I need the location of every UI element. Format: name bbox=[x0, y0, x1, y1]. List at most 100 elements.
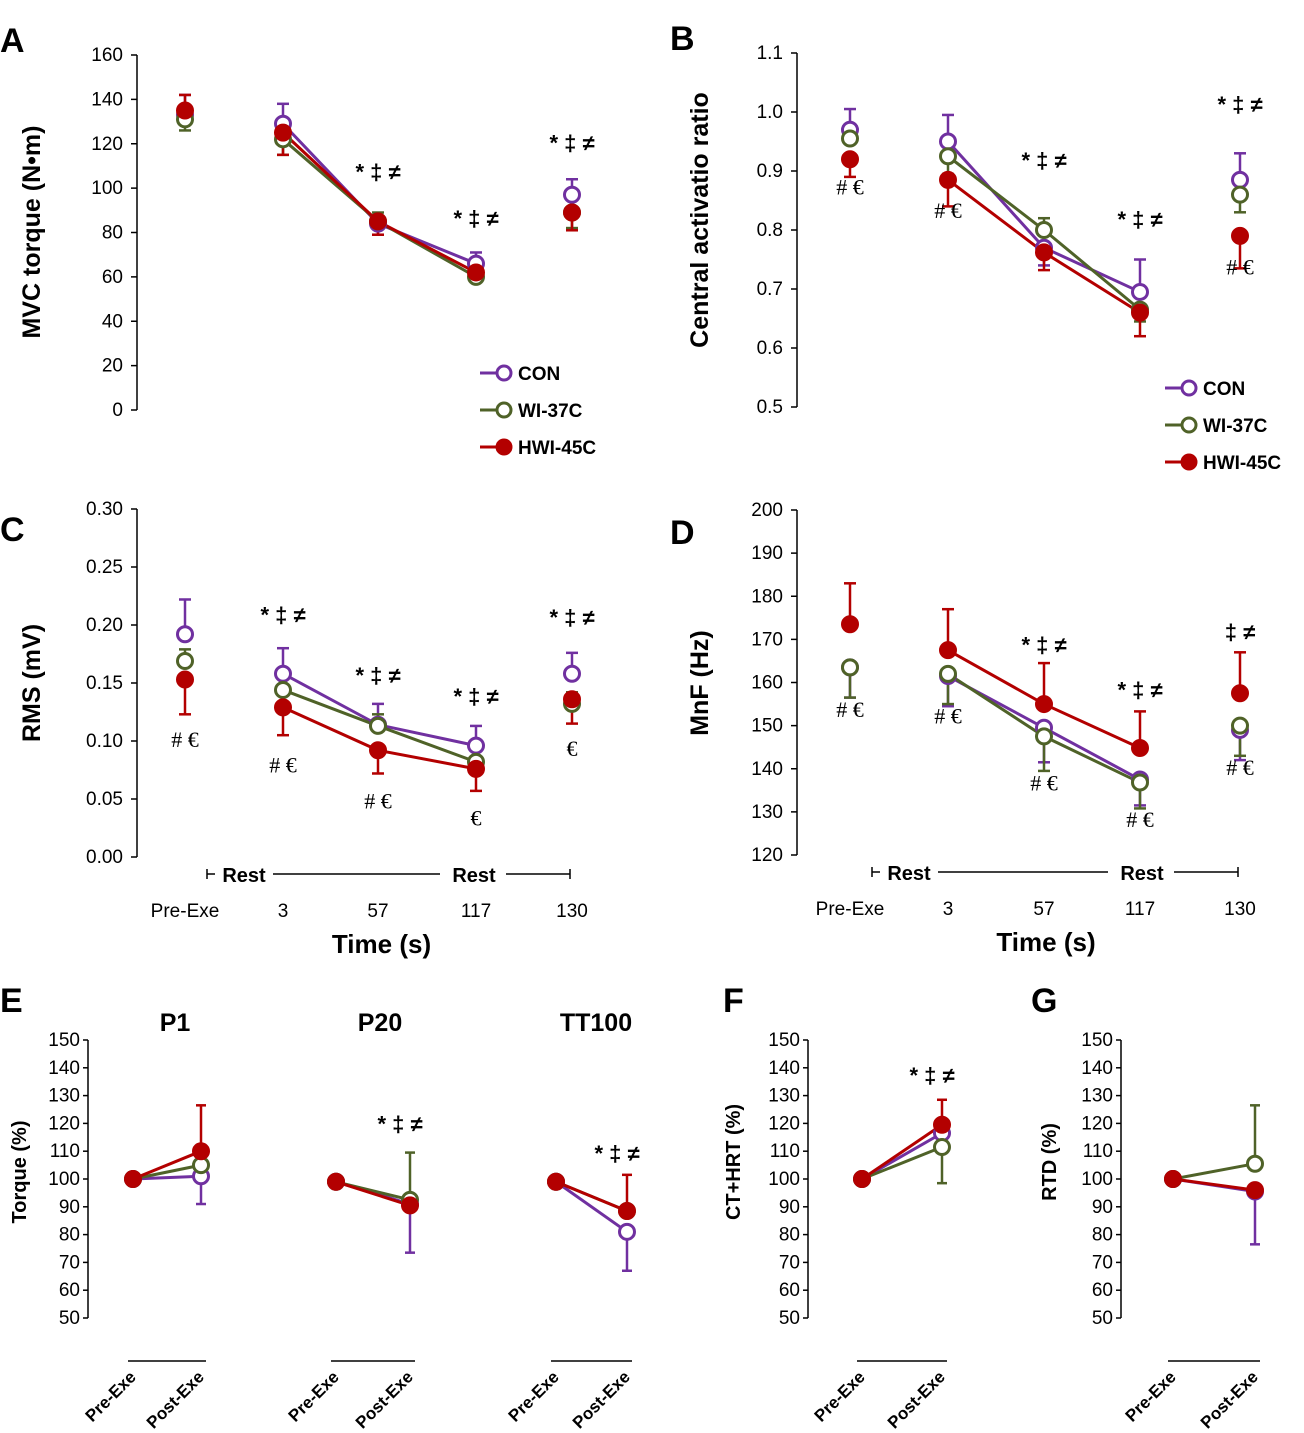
significance-annotation: * ‡ ≠ bbox=[594, 1141, 639, 1166]
legend-label-hwi-45c: HWI-45C bbox=[518, 438, 596, 459]
x-tick-label: Post-Exe bbox=[884, 1367, 949, 1432]
y-axis-title: RMS (mV) bbox=[18, 624, 46, 742]
point-wi-37c bbox=[939, 147, 957, 166]
significance-annotation: * ‡ ≠ bbox=[909, 1063, 954, 1088]
point-hwi-45c bbox=[274, 123, 292, 142]
panel-letter: A bbox=[0, 22, 25, 60]
point-wi-37c bbox=[1035, 221, 1053, 239]
point-wi-37c bbox=[176, 651, 194, 670]
y-tick-label: 120 bbox=[751, 845, 783, 866]
y-tick-label: 60 bbox=[59, 1280, 80, 1301]
x-tick-label: 3 bbox=[943, 899, 954, 920]
y-tick-label: 90 bbox=[779, 1197, 800, 1218]
panel-letter: C bbox=[0, 511, 25, 549]
series-line-con bbox=[555, 1180, 628, 1234]
point-hwi-45c bbox=[369, 741, 387, 760]
x-tick-label: 57 bbox=[367, 901, 388, 922]
legend-label-hwi-45c: HWI-45C bbox=[1203, 453, 1281, 474]
x-tick-label: Pre-Exe bbox=[82, 1367, 140, 1425]
y-tick-label: 140 bbox=[751, 759, 783, 780]
y-tick-label: 150 bbox=[768, 1030, 800, 1051]
y-tick-label: 0.30 bbox=[86, 499, 123, 520]
point-con bbox=[176, 625, 194, 644]
y-tick-label: 140 bbox=[768, 1058, 800, 1079]
x-tick-label: Pre-Exe bbox=[505, 1367, 563, 1425]
significance-annotation: # € bbox=[934, 703, 962, 728]
panel-a: A MVC torque (N•m) 0 20 40 60 80 100 120 140 160 * … bbox=[0, 22, 596, 459]
y-tick-label: 160 bbox=[751, 673, 783, 694]
y-axis-title: Central activatio ratio bbox=[686, 92, 714, 348]
y-tick-label: 130 bbox=[751, 802, 783, 823]
y-tick-label: 100 bbox=[48, 1169, 80, 1190]
point-con bbox=[1231, 170, 1249, 189]
point-hwi-45c bbox=[401, 1196, 419, 1215]
y-tick-label: 130 bbox=[768, 1086, 800, 1107]
significance-annotation: * ‡ ≠ bbox=[1217, 92, 1262, 117]
y-tick-label: 1.0 bbox=[757, 102, 783, 123]
y-tick-label: 150 bbox=[48, 1030, 80, 1051]
subpanel-title: P20 bbox=[358, 1009, 402, 1037]
panel-letter: G bbox=[1031, 982, 1057, 1020]
y-tick-label: 60 bbox=[102, 267, 123, 288]
y-tick-label: 80 bbox=[102, 223, 123, 244]
significance-annotation: # € bbox=[836, 697, 864, 722]
panel-d: D MnF (Hz) 120 130 140 150 160 170 180 190 200 # € #… bbox=[670, 500, 1256, 957]
point-hwi-45c bbox=[369, 212, 387, 231]
point-hwi-45c bbox=[1035, 243, 1053, 262]
significance-annotation: ‡ ≠ bbox=[1225, 619, 1255, 644]
panel-b: B Central activatio ratio 0.5 0.6 0.7 0.8 0.9 1… bbox=[670, 20, 1281, 474]
significance-annotation: # € bbox=[1030, 770, 1058, 795]
point-con bbox=[563, 664, 581, 683]
y-tick-label: 0 bbox=[112, 400, 123, 421]
y-tick-label: 50 bbox=[779, 1308, 800, 1329]
legend: CON WI-37C HWI-45C bbox=[480, 364, 596, 459]
y-tick-label: 180 bbox=[751, 586, 783, 607]
y-tick-label: 110 bbox=[50, 1141, 80, 1162]
point-hwi-45c bbox=[467, 759, 485, 778]
point-wi-37c bbox=[1035, 727, 1053, 746]
point-con bbox=[495, 364, 513, 382]
significance-annotation: * ‡ ≠ bbox=[549, 605, 594, 630]
significance-annotation: # € bbox=[1126, 807, 1154, 832]
y-tick-label: 70 bbox=[1092, 1252, 1113, 1273]
panel-letter: D bbox=[670, 514, 695, 552]
y-tick-label: 110 bbox=[770, 1141, 800, 1162]
y-tick-label: 130 bbox=[1081, 1086, 1113, 1107]
y-axis-title: MVC torque (N•m) bbox=[18, 126, 46, 339]
point-wi-37c bbox=[1180, 416, 1198, 434]
point-hwi-45c bbox=[124, 1170, 142, 1188]
y-tick-label: 120 bbox=[91, 134, 123, 155]
x-tick-label: 130 bbox=[556, 901, 588, 922]
x-tick-label: 57 bbox=[1033, 899, 1054, 920]
legend-label-con: CON bbox=[1203, 379, 1245, 400]
point-con bbox=[563, 185, 581, 204]
significance-annotation: * ‡ ≠ bbox=[260, 603, 305, 628]
point-wi-37c bbox=[1231, 185, 1249, 204]
y-axis-title: MnF (Hz) bbox=[686, 630, 714, 736]
x-tick-label: 117 bbox=[1125, 899, 1155, 920]
point-con bbox=[939, 132, 957, 151]
point-wi-37c bbox=[1231, 716, 1249, 735]
y-tick-label: 140 bbox=[91, 89, 123, 110]
significance-annotation: # € bbox=[1226, 755, 1254, 780]
point-hwi-45c bbox=[1131, 739, 1149, 758]
point-hwi-45c bbox=[1246, 1181, 1264, 1200]
y-tick-label: 0.15 bbox=[86, 673, 123, 694]
y-tick-label: 90 bbox=[1092, 1197, 1113, 1218]
x-tick-label: Pre-Exe bbox=[1122, 1367, 1180, 1425]
point-wi-37c bbox=[495, 401, 513, 419]
x-tick-label: Post-Exe bbox=[569, 1367, 634, 1432]
significance-annotation: * ‡ ≠ bbox=[1021, 632, 1066, 657]
y-tick-label: 0.00 bbox=[86, 847, 123, 868]
y-tick-label: 0.9 bbox=[757, 161, 783, 182]
y-tick-label: 0.10 bbox=[86, 731, 123, 752]
y-tick-label: 110 bbox=[1083, 1141, 1113, 1162]
point-hwi-45c bbox=[547, 1172, 565, 1191]
series-line-hwi-45c bbox=[1172, 1177, 1256, 1192]
y-tick-label: 90 bbox=[59, 1197, 80, 1218]
y-tick-label: 150 bbox=[1081, 1030, 1113, 1051]
significance-annotation: # € bbox=[364, 788, 392, 813]
y-tick-label: 0.8 bbox=[757, 220, 783, 241]
significance-annotation: * ‡ ≠ bbox=[355, 663, 400, 688]
point-wi-37c bbox=[1131, 773, 1149, 792]
